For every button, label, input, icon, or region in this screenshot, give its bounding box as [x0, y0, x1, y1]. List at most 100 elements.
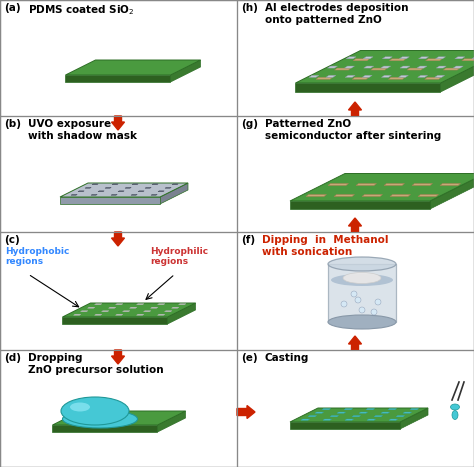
Text: Casting: Casting [265, 353, 310, 363]
Polygon shape [353, 59, 370, 61]
Polygon shape [366, 409, 374, 410]
Polygon shape [436, 66, 446, 68]
Polygon shape [364, 66, 374, 68]
Polygon shape [290, 408, 428, 422]
Polygon shape [399, 57, 410, 59]
Polygon shape [129, 307, 137, 308]
Polygon shape [172, 184, 178, 185]
Polygon shape [137, 304, 144, 305]
Text: PDMS coated SiO$_2$: PDMS coated SiO$_2$ [28, 3, 135, 17]
Polygon shape [453, 66, 463, 68]
Polygon shape [328, 66, 337, 68]
Polygon shape [73, 314, 81, 315]
FancyArrow shape [348, 218, 362, 232]
Polygon shape [328, 264, 396, 322]
Polygon shape [63, 303, 195, 317]
Polygon shape [315, 412, 324, 413]
Polygon shape [309, 75, 319, 78]
Bar [0, 232, 237, 350]
Bar [0, 350, 237, 467]
Polygon shape [430, 174, 474, 209]
Polygon shape [412, 184, 432, 185]
FancyArrow shape [111, 232, 125, 246]
Ellipse shape [70, 403, 90, 411]
Polygon shape [381, 66, 391, 68]
Polygon shape [167, 303, 195, 324]
Polygon shape [410, 409, 419, 410]
Bar [237, 116, 474, 232]
Polygon shape [164, 311, 172, 312]
Text: Hydrophilic
regions: Hydrophilic regions [150, 247, 208, 266]
Circle shape [341, 301, 347, 307]
Text: Patterned ZnO
semiconductor after sintering: Patterned ZnO semiconductor after sinter… [265, 119, 441, 141]
Polygon shape [388, 409, 397, 410]
Polygon shape [330, 416, 338, 417]
Polygon shape [328, 184, 348, 185]
Polygon shape [308, 416, 317, 417]
Polygon shape [426, 59, 442, 61]
Polygon shape [158, 191, 164, 192]
Polygon shape [116, 314, 123, 315]
Polygon shape [78, 191, 84, 192]
Polygon shape [171, 60, 201, 82]
Bar [0, 0, 237, 116]
Polygon shape [334, 194, 355, 197]
FancyArrow shape [111, 350, 125, 364]
Polygon shape [345, 66, 355, 68]
Polygon shape [160, 183, 188, 204]
Text: (h): (h) [241, 3, 258, 13]
Circle shape [351, 291, 357, 297]
Polygon shape [125, 187, 131, 188]
Polygon shape [345, 75, 355, 78]
Circle shape [359, 307, 365, 313]
Text: (c): (c) [4, 235, 20, 245]
Polygon shape [132, 184, 138, 185]
Polygon shape [455, 57, 465, 59]
Text: Hydrophobic
regions: Hydrophobic regions [5, 247, 69, 266]
Polygon shape [443, 68, 460, 70]
Polygon shape [363, 57, 373, 59]
Text: UVO exposure
with shadow mask: UVO exposure with shadow mask [28, 119, 137, 141]
Polygon shape [94, 304, 102, 305]
Text: (f): (f) [241, 235, 255, 245]
FancyArrow shape [237, 405, 255, 418]
Polygon shape [435, 75, 445, 78]
Polygon shape [53, 425, 157, 432]
Text: Dropping
ZnO precursor solution: Dropping ZnO precursor solution [28, 353, 164, 375]
Polygon shape [88, 307, 95, 308]
FancyArrow shape [348, 336, 362, 350]
Text: (a): (a) [4, 3, 21, 13]
Polygon shape [151, 194, 157, 195]
Polygon shape [91, 194, 97, 195]
Polygon shape [94, 314, 102, 315]
Polygon shape [352, 78, 369, 79]
Polygon shape [390, 194, 410, 197]
Polygon shape [436, 57, 446, 59]
Polygon shape [295, 50, 474, 83]
Polygon shape [118, 191, 124, 192]
Polygon shape [111, 194, 117, 195]
Polygon shape [92, 184, 98, 185]
Polygon shape [384, 184, 404, 185]
Polygon shape [157, 314, 165, 315]
Polygon shape [359, 412, 368, 413]
Polygon shape [85, 187, 91, 188]
Polygon shape [323, 419, 332, 420]
Polygon shape [151, 307, 158, 308]
Polygon shape [53, 411, 185, 425]
Polygon shape [290, 422, 400, 429]
Polygon shape [356, 184, 376, 185]
Polygon shape [400, 408, 428, 429]
Polygon shape [322, 409, 330, 410]
FancyArrow shape [348, 102, 362, 116]
Bar [237, 350, 474, 467]
Polygon shape [71, 194, 77, 195]
Polygon shape [462, 59, 474, 61]
Bar [0, 116, 237, 232]
Polygon shape [179, 304, 186, 305]
Polygon shape [98, 191, 104, 192]
Ellipse shape [450, 404, 459, 410]
Polygon shape [165, 187, 171, 188]
Polygon shape [157, 304, 165, 305]
Polygon shape [407, 68, 423, 70]
